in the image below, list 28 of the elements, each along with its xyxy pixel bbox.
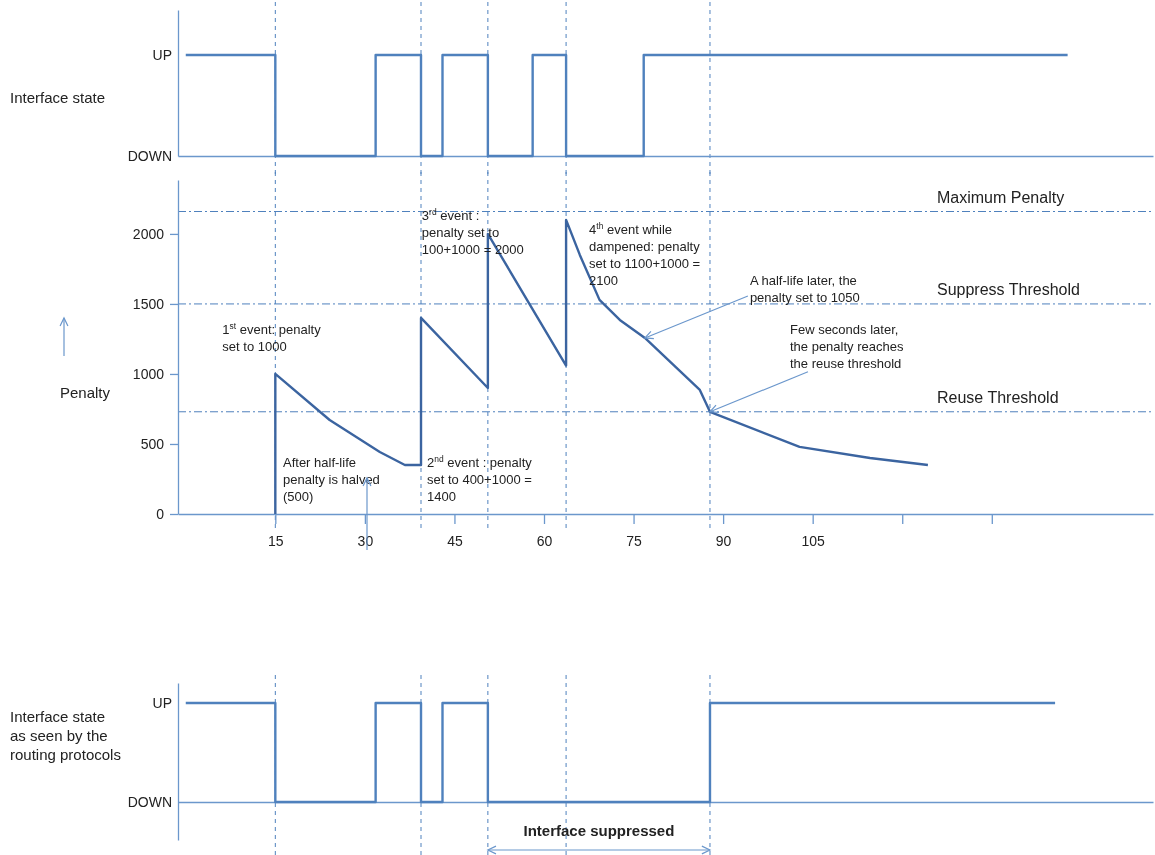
- y-axis-title: Interface state: [10, 89, 106, 106]
- y-tick-label: 0: [156, 505, 165, 522]
- x-tick-label: 105: [801, 532, 826, 549]
- annotation: 1$^{st}$ event: penalty set to 1000: [222, 320, 322, 354]
- y-tick-label: 500: [140, 435, 165, 452]
- text: Interface suppressed: [523, 822, 675, 839]
- text: UP: [152, 47, 172, 63]
- y-axis-title: Penalty: [60, 384, 111, 401]
- ref-line-label: Reuse Threshold: [937, 388, 1059, 406]
- ref-line-label: Maximum Penalty: [937, 188, 1065, 206]
- annotation: 2$^{nd}$ event : penalty set to 400+1000 = 1400: [427, 454, 533, 504]
- x-tick-label: 75: [626, 532, 643, 549]
- y-tick-label: 1500: [132, 295, 165, 312]
- x-tick-label: 30: [357, 532, 374, 549]
- x-tick-label: 15: [268, 532, 284, 549]
- x-tick-label: 60: [536, 532, 553, 549]
- y-tick-label: 2000: [132, 225, 165, 242]
- x-tick-label: 90: [715, 532, 732, 549]
- annotation: After half-life penalty is halved (500): [283, 455, 380, 504]
- text: UP: [152, 695, 172, 711]
- text: DOWN: [127, 148, 172, 164]
- x-tick-label: 45: [447, 532, 463, 549]
- annotation: Few seconds later, the penalty reaches the reuse threshold: [789, 321, 904, 371]
- ref-line-label: Suppress Threshold: [937, 280, 1080, 298]
- annotation: A half-life later, the penalty set to 1050: [749, 272, 860, 305]
- text: DOWN: [127, 794, 172, 810]
- y-axis-title: Interface state as seen by the routing protocols: [10, 708, 121, 763]
- y-tick-label: 1000: [132, 365, 165, 382]
